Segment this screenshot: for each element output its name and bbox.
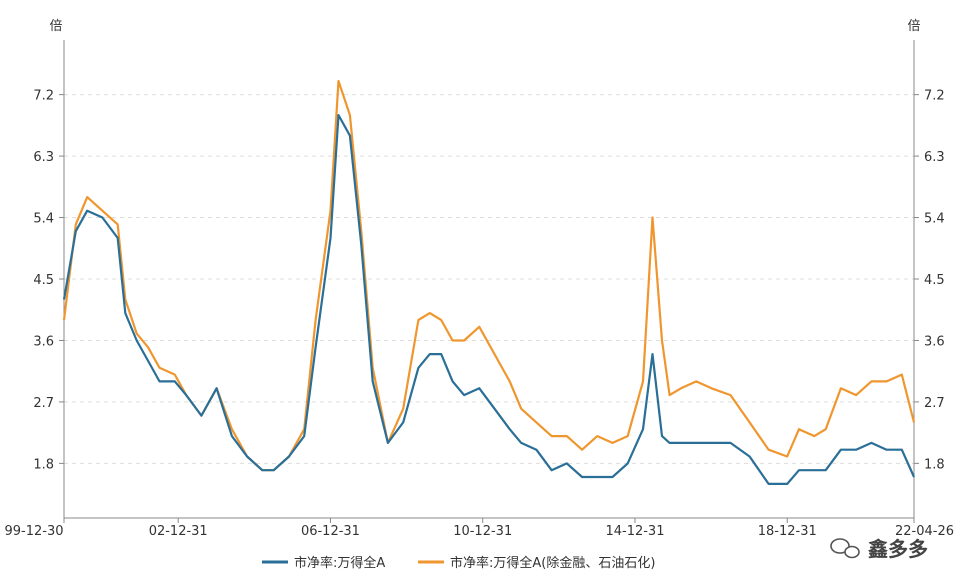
x-tick-label: 99-12-30 <box>4 524 63 539</box>
y-tick-label-right: 6.3 <box>924 150 945 165</box>
x-ticks: 99-12-30 02-12-31 06-12-31 10-12-31 14-12-31… <box>4 518 954 539</box>
y-tick-label-right: 5.4 <box>924 212 945 227</box>
y-tick-label-left: 5.4 <box>33 212 54 227</box>
y-tick-label-left: 7.2 <box>33 89 54 104</box>
y-tick-label-left: 1.8 <box>33 457 54 472</box>
watermark-text: 鑫多多 <box>868 537 928 561</box>
series-line-2 <box>62 79 916 472</box>
x-tick-label: 02-12-31 <box>149 524 208 539</box>
y-tick-label-right: 3.6 <box>924 334 945 349</box>
y-tick-label-right: 4.5 <box>924 273 945 288</box>
wechat-icon <box>830 538 860 559</box>
y-tick-label-left: 2.7 <box>33 396 54 411</box>
legend: 市净率:万得全A 市净率:万得全A(除金融、石油石化) <box>262 555 655 571</box>
y-ticks-right: 1.8 2.7 3.6 4.5 5.4 6.3 7.2 <box>914 89 945 472</box>
y-ticks-left: 1.8 2.7 3.6 4.5 5.4 6.3 7.2 <box>33 89 64 472</box>
legend-label-series-1: 市净率:万得全A <box>294 555 385 571</box>
x-tick-label: 18-12-31 <box>758 524 817 539</box>
x-tick-label: 10-12-31 <box>453 524 512 539</box>
y-tick-label-right: 1.8 <box>924 457 945 472</box>
x-tick-label: 06-12-31 <box>301 524 360 539</box>
y-tick-label-left: 6.3 <box>33 150 54 165</box>
x-tick-label: 22-04-26 <box>895 524 954 539</box>
series-lines <box>62 79 916 485</box>
y-tick-label-left: 3.6 <box>33 334 54 349</box>
y-tick-label-right: 2.7 <box>924 396 945 411</box>
legend-label-series-2: 市净率:万得全A(除金融、石油石化) <box>450 555 655 571</box>
left-y-unit: 倍 <box>49 19 62 34</box>
right-y-unit: 倍 <box>907 19 920 34</box>
x-tick-label: 14-12-31 <box>605 524 664 539</box>
watermark: 鑫多多 <box>830 537 928 561</box>
y-tick-label-left: 4.5 <box>33 273 54 288</box>
series-line-1 <box>62 113 916 485</box>
y-tick-label-right: 7.2 <box>924 89 945 104</box>
grid-lines <box>64 94 914 464</box>
